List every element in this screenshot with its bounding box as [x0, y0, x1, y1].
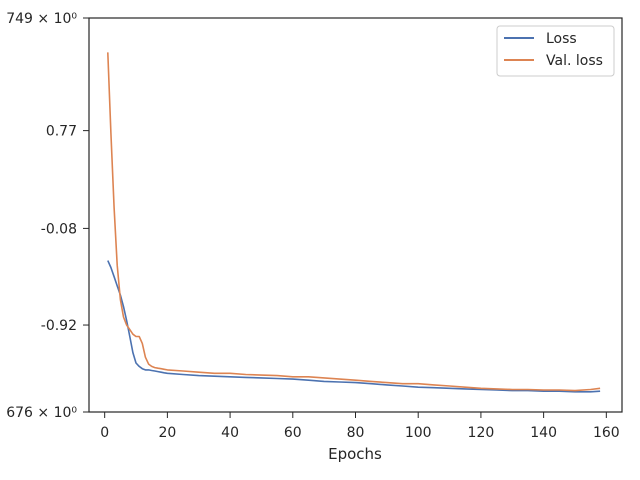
y-tick-label: 0.77	[46, 124, 77, 140]
x-tick-label: 40	[221, 425, 239, 441]
legend: Loss Val. loss	[496, 25, 615, 77]
legend-label-val-loss: Val. loss	[546, 53, 603, 69]
x-axis-ticks: 0 20 40 60 80 100 120 140 160	[100, 412, 620, 441]
x-tick-label: 60	[284, 425, 302, 441]
x-tick-label: 100	[405, 425, 432, 441]
y-axis-ticks: 749 × 10⁰ 0.77 -0.08 -0.92 676 × 10⁰	[6, 11, 89, 421]
series-lines	[107, 52, 601, 393]
y-tick-label: 676 × 10⁰	[6, 405, 77, 421]
y-tick-label: -0.08	[41, 221, 77, 237]
x-tick-label: 160	[593, 425, 620, 441]
y-tick-label: 749 × 10⁰	[6, 11, 77, 27]
plot-frame	[88, 17, 623, 413]
series-line-val-loss	[107, 52, 601, 392]
x-tick-label: 20	[158, 425, 176, 441]
x-tick-label: 80	[347, 425, 365, 441]
series-line-loss	[107, 260, 601, 393]
legend-label-loss: Loss	[546, 31, 577, 47]
x-tick-label: 140	[530, 425, 557, 441]
x-axis-label: Epochs	[328, 445, 382, 463]
y-tick-label: -0.92	[41, 318, 77, 334]
x-tick-label: 0	[100, 425, 109, 441]
x-tick-label: 120	[468, 425, 495, 441]
